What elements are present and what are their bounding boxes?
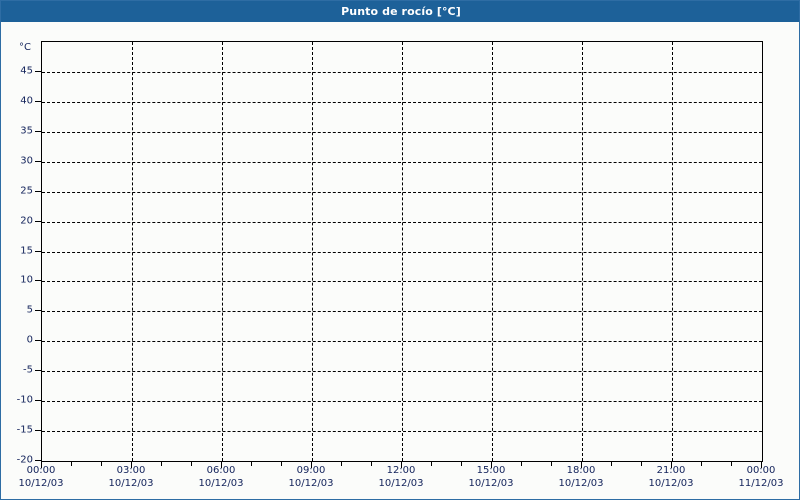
x-axis-tick-date: 10/12/03 bbox=[18, 478, 64, 489]
y-axis-tick-label: 30 bbox=[20, 155, 33, 167]
x-axis-tick-major bbox=[491, 462, 492, 468]
x-axis-tick-minor bbox=[191, 462, 192, 466]
y-axis-tick bbox=[35, 310, 41, 312]
y-axis-tick-label: 5 bbox=[26, 304, 33, 316]
y-axis-tick bbox=[35, 250, 41, 252]
x-axis-tick-minor bbox=[161, 462, 162, 466]
gridline-vertical bbox=[222, 42, 223, 461]
x-axis-tick-date: 10/12/03 bbox=[648, 478, 694, 489]
x-axis-tick-label: 03:00 10/12/03 bbox=[109, 464, 154, 490]
x-axis-tick-date: 10/12/03 bbox=[108, 478, 154, 489]
y-axis-tick bbox=[35, 130, 41, 132]
x-axis-tick-label: 09:00 10/12/03 bbox=[289, 464, 334, 490]
x-axis-tick-minor bbox=[521, 462, 522, 466]
x-axis-tick-date: 10/12/03 bbox=[198, 478, 244, 489]
x-axis-tick-minor bbox=[461, 462, 462, 466]
x-axis-tick-major bbox=[401, 462, 402, 468]
x-axis-tick-time: 18:00 bbox=[566, 465, 596, 476]
y-axis-tick bbox=[35, 70, 41, 72]
y-axis-tick bbox=[35, 430, 41, 432]
gridline-vertical bbox=[582, 42, 583, 461]
x-axis-tick-time: 12:00 bbox=[386, 465, 416, 476]
gridline-vertical bbox=[312, 42, 313, 461]
x-axis-tick-minor bbox=[71, 462, 72, 466]
y-axis-tick-label: 0 bbox=[26, 334, 33, 346]
y-axis-tick bbox=[35, 370, 41, 372]
y-axis-tick-label: -5 bbox=[23, 364, 33, 376]
x-axis-tick-minor bbox=[641, 462, 642, 466]
x-axis-tick-minor bbox=[281, 462, 282, 466]
page-title: Punto de rocío [°C] bbox=[341, 5, 461, 18]
x-axis-tick-minor bbox=[371, 462, 372, 466]
y-axis-tick bbox=[35, 280, 41, 282]
x-axis-tick-time: 15:00 bbox=[476, 465, 506, 476]
y-axis-tick-label: 10 bbox=[20, 274, 33, 286]
x-axis-tick-major bbox=[761, 462, 762, 468]
x-axis-tick-time: 09:00 bbox=[296, 465, 326, 476]
x-axis-tick-label: 06:00 10/12/03 bbox=[199, 464, 244, 490]
gridline-vertical bbox=[132, 42, 133, 461]
x-axis-tick-major bbox=[581, 462, 582, 468]
x-axis-tick-date: 11/12/03 bbox=[738, 478, 784, 489]
x-axis-tick-date: 10/12/03 bbox=[558, 478, 604, 489]
x-axis-tick-minor bbox=[551, 462, 552, 466]
x-axis-tick-time: 06:00 bbox=[206, 465, 236, 476]
x-axis-tick-date: 10/12/03 bbox=[468, 478, 514, 489]
x-axis-tick-label: 00:00 11/12/03 bbox=[739, 464, 784, 490]
x-axis-tick-major bbox=[41, 462, 42, 468]
x-axis-tick-minor bbox=[251, 462, 252, 466]
x-axis-tick-minor bbox=[701, 462, 702, 466]
y-axis-tick-label: 35 bbox=[20, 125, 33, 137]
x-axis-tick-time: 00:00 bbox=[746, 465, 776, 476]
x-axis-tick-label: 00:00 10/12/03 bbox=[19, 464, 64, 490]
y-axis-tick-label: 45 bbox=[20, 65, 33, 77]
x-axis-tick-minor bbox=[341, 462, 342, 466]
y-axis-tick-label: -15 bbox=[16, 424, 33, 436]
x-axis-tick-major bbox=[671, 462, 672, 468]
x-axis-tick-major bbox=[131, 462, 132, 468]
y-axis-tick bbox=[35, 220, 41, 222]
x-axis-tick-minor bbox=[431, 462, 432, 466]
x-axis-tick-major bbox=[311, 462, 312, 468]
y-axis-tick-label: 25 bbox=[20, 185, 33, 197]
x-axis-tick-time: 03:00 bbox=[116, 465, 146, 476]
x-axis-tick-time: 00:00 bbox=[26, 465, 56, 476]
y-axis-tick bbox=[35, 100, 41, 102]
x-axis-tick-label: 21:00 10/12/03 bbox=[649, 464, 694, 490]
y-axis-tick bbox=[35, 460, 41, 461]
x-axis: 00:00 10/12/03 03:00 10/12/03 06:00 10/12/03 0… bbox=[1, 464, 799, 498]
x-axis-tick-date: 10/12/03 bbox=[288, 478, 334, 489]
y-axis-tick bbox=[35, 400, 41, 402]
y-axis-tick-label: 20 bbox=[20, 215, 33, 227]
x-axis-tick-date: 10/12/03 bbox=[378, 478, 424, 489]
y-axis-tick-label: -10 bbox=[16, 394, 33, 406]
x-axis-tick-major bbox=[221, 462, 222, 468]
x-axis-tick-minor bbox=[101, 462, 102, 466]
y-axis-tick bbox=[35, 160, 41, 162]
x-axis-tick-time: 21:00 bbox=[656, 465, 686, 476]
x-axis-tick-minor bbox=[611, 462, 612, 466]
y-axis-tick bbox=[35, 340, 41, 342]
x-axis-tick-label: 15:00 10/12/03 bbox=[469, 464, 514, 490]
title-bar: Punto de rocío [°C] bbox=[1, 1, 799, 22]
y-axis-tick bbox=[35, 190, 41, 192]
x-axis-tick-label: 18:00 10/12/03 bbox=[559, 464, 604, 490]
y-axis-tick-label: 40 bbox=[20, 95, 33, 107]
y-axis: 45 40 35 30 25 20 15 10 5 0 -5 -10 -15 -20 bbox=[1, 41, 41, 466]
gridline-vertical bbox=[672, 42, 673, 461]
gridline-vertical bbox=[402, 42, 403, 461]
plot-area bbox=[41, 41, 763, 462]
y-axis-unit-label: °C bbox=[19, 42, 31, 53]
y-axis-tick-label: 15 bbox=[20, 245, 33, 256]
y-axis-tick-label: -20 bbox=[16, 454, 33, 466]
gridline-vertical bbox=[492, 42, 493, 461]
x-axis-tick-minor bbox=[731, 462, 732, 466]
x-axis-tick-label: 12:00 10/12/03 bbox=[379, 464, 424, 490]
